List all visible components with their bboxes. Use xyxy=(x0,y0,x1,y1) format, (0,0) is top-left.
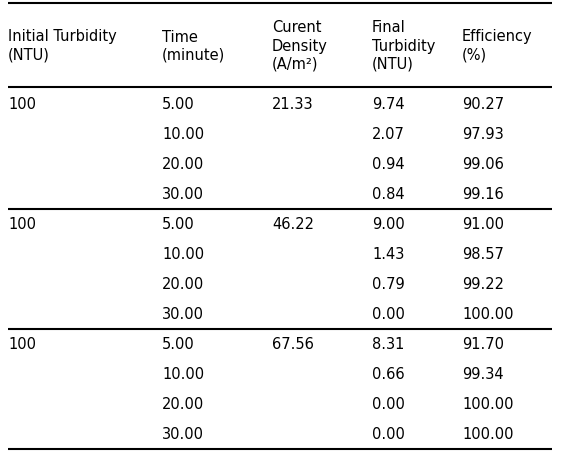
Text: 10.00: 10.00 xyxy=(162,127,204,142)
Text: 100: 100 xyxy=(8,217,36,232)
Text: 99.16: 99.16 xyxy=(462,187,504,202)
Text: 0.00: 0.00 xyxy=(372,397,405,412)
Text: 9.74: 9.74 xyxy=(372,97,405,112)
Text: Efficiency
(%): Efficiency (%) xyxy=(462,30,532,62)
Text: 100.00: 100.00 xyxy=(462,397,514,412)
Text: 9.00: 9.00 xyxy=(372,217,405,232)
Text: 90.27: 90.27 xyxy=(462,97,504,112)
Text: 98.57: 98.57 xyxy=(462,247,504,262)
Text: 100.00: 100.00 xyxy=(462,426,514,441)
Text: 2.07: 2.07 xyxy=(372,127,405,142)
Text: Final
Turbidity
(NTU): Final Turbidity (NTU) xyxy=(372,20,435,71)
Text: 46.22: 46.22 xyxy=(272,217,314,232)
Text: 97.93: 97.93 xyxy=(462,127,504,142)
Text: 0.84: 0.84 xyxy=(372,187,405,202)
Text: 5.00: 5.00 xyxy=(162,337,195,352)
Text: Time
(minute): Time (minute) xyxy=(162,30,225,62)
Text: 21.33: 21.33 xyxy=(272,97,314,112)
Text: 91.70: 91.70 xyxy=(462,337,504,352)
Text: 10.00: 10.00 xyxy=(162,367,204,382)
Text: 0.79: 0.79 xyxy=(372,277,405,292)
Text: 8.31: 8.31 xyxy=(372,337,404,352)
Text: Curent
Density
(A/m²): Curent Density (A/m²) xyxy=(272,20,328,71)
Text: 99.22: 99.22 xyxy=(462,277,504,292)
Text: 1.43: 1.43 xyxy=(372,247,404,262)
Text: 99.34: 99.34 xyxy=(462,367,504,382)
Text: 20.00: 20.00 xyxy=(162,277,204,292)
Text: 5.00: 5.00 xyxy=(162,97,195,112)
Text: 0.94: 0.94 xyxy=(372,157,405,172)
Text: 0.66: 0.66 xyxy=(372,367,405,382)
Text: 99.06: 99.06 xyxy=(462,157,504,172)
Text: 10.00: 10.00 xyxy=(162,247,204,262)
Text: 30.00: 30.00 xyxy=(162,426,204,441)
Text: Initial Turbidity
(NTU): Initial Turbidity (NTU) xyxy=(8,30,117,62)
Text: 0.00: 0.00 xyxy=(372,426,405,441)
Text: 20.00: 20.00 xyxy=(162,397,204,412)
Text: 0.00: 0.00 xyxy=(372,307,405,322)
Text: 100.00: 100.00 xyxy=(462,307,514,322)
Text: 5.00: 5.00 xyxy=(162,217,195,232)
Text: 91.00: 91.00 xyxy=(462,217,504,232)
Text: 30.00: 30.00 xyxy=(162,307,204,322)
Text: 20.00: 20.00 xyxy=(162,157,204,172)
Text: 67.56: 67.56 xyxy=(272,337,314,352)
Text: 30.00: 30.00 xyxy=(162,187,204,202)
Text: 100: 100 xyxy=(8,97,36,112)
Text: 100: 100 xyxy=(8,337,36,352)
